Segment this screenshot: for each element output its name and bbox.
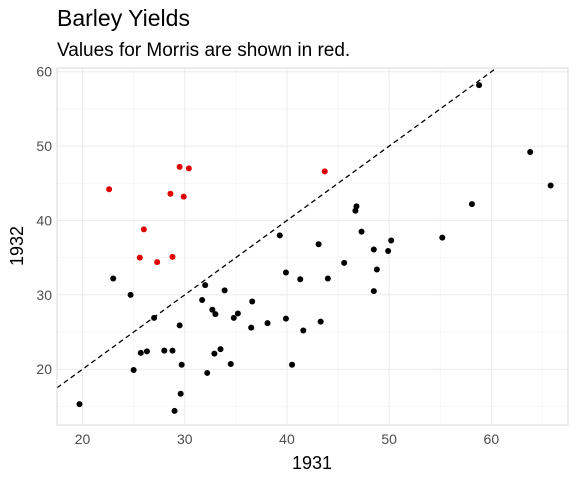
- data-point: [234, 310, 241, 317]
- x-axis-ticks: 20 30 40 50 60: [75, 431, 500, 447]
- data-point: [476, 82, 483, 89]
- highlighted-data-point: [140, 226, 147, 233]
- data-point: [388, 237, 395, 244]
- y-tick-label: 20: [36, 361, 52, 377]
- data-point: [169, 347, 176, 354]
- highlighted-data-point: [180, 193, 187, 200]
- data-point: [230, 314, 237, 321]
- data-point: [110, 275, 117, 282]
- data-point: [209, 306, 216, 313]
- data-point: [282, 315, 289, 322]
- y-axis-ticks: 20 30 40 50 60: [36, 64, 52, 378]
- data-point: [204, 369, 211, 376]
- y-tick-label: 60: [36, 64, 52, 80]
- x-tick-label: 40: [279, 431, 295, 447]
- data-point: [211, 350, 218, 357]
- data-point: [76, 401, 83, 408]
- chart-subtitle: Values for Morris are shown in red.: [57, 40, 350, 61]
- data-point: [352, 207, 359, 214]
- data-point: [171, 407, 178, 414]
- reference-line-group: [56, 67, 497, 389]
- data-point: [137, 349, 144, 356]
- data-point: [249, 298, 256, 305]
- data-point: [341, 259, 348, 266]
- x-tick-label: 60: [484, 431, 500, 447]
- data-point: [527, 149, 534, 156]
- data-point: [297, 276, 304, 283]
- data-point: [353, 203, 360, 210]
- data-point: [282, 269, 289, 276]
- data-point: [130, 366, 137, 373]
- data-point: [264, 320, 271, 327]
- x-tick-label: 20: [75, 431, 91, 447]
- highlighted-data-point: [154, 259, 161, 266]
- data-point: [324, 275, 331, 282]
- x-axis-label: 1931: [292, 453, 332, 473]
- highlighted-data-point: [176, 163, 183, 170]
- highlighted-data-point: [185, 165, 192, 172]
- major-gridlines: [57, 68, 568, 425]
- y-tick-label: 30: [36, 287, 52, 303]
- data-point: [199, 297, 206, 304]
- data-point: [221, 287, 228, 294]
- y-axis-label: 1932: [7, 226, 27, 266]
- highlighted-data-point: [169, 253, 176, 260]
- data-point: [127, 291, 134, 298]
- data-point: [373, 266, 380, 273]
- panel-border: [56, 67, 569, 426]
- data-point: [217, 346, 224, 353]
- data-point: [300, 327, 307, 334]
- x-tick-label: 50: [381, 431, 397, 447]
- data-point: [385, 247, 392, 254]
- panel-background: [57, 68, 568, 425]
- y-tick-label: 40: [36, 212, 52, 228]
- y-tick-label: 50: [36, 138, 52, 154]
- data-point: [212, 311, 219, 318]
- data-point: [547, 182, 554, 189]
- highlighted-data-point: [106, 186, 113, 193]
- data-point: [358, 228, 365, 235]
- x-tick-label: 30: [177, 431, 193, 447]
- data-point: [439, 234, 446, 241]
- data-point: [370, 246, 377, 253]
- data-point: [202, 282, 209, 289]
- data-point: [315, 241, 322, 248]
- highlighted-data-point: [321, 168, 328, 175]
- data-point: [176, 322, 183, 329]
- data-point: [468, 201, 475, 208]
- data-point: [317, 318, 324, 325]
- data-point: [161, 347, 168, 354]
- data-point: [151, 314, 158, 321]
- data-point: [370, 288, 377, 295]
- data-point: [143, 348, 150, 355]
- data-point: [227, 361, 234, 368]
- data-point: [276, 232, 283, 239]
- data-point: [289, 361, 296, 368]
- chart-title: Barley Yields: [57, 5, 190, 31]
- identity-reference-line: [56, 67, 497, 389]
- data-point: [248, 324, 255, 331]
- data-point: [177, 390, 184, 397]
- highlighted-data-point: [136, 254, 143, 261]
- highlighted-data-point: [167, 190, 174, 197]
- data-points: [76, 82, 554, 414]
- plot-panel: [56, 67, 569, 426]
- data-point: [178, 361, 185, 368]
